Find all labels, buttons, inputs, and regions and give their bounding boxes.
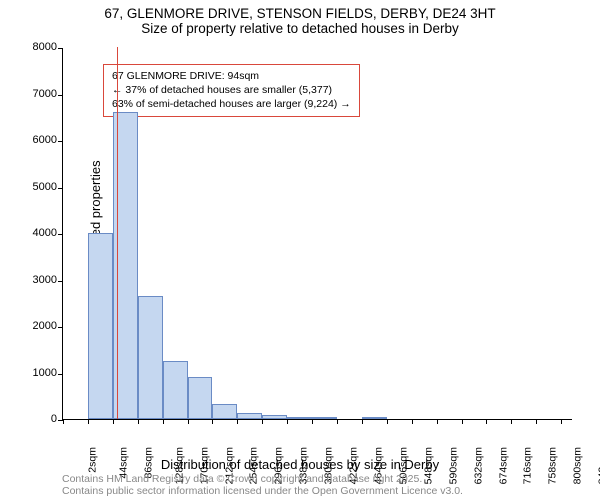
y-tick-mark [58,281,63,282]
y-tick-mark [58,48,63,49]
y-tick-mark [58,95,63,96]
y-tick-mark [58,141,63,142]
chart-title-line1: 67, GLENMORE DRIVE, STENSON FIELDS, DERB… [0,6,600,21]
x-tick-mark [312,419,313,424]
plot-area: 67 GLENMORE DRIVE: 94sqm ← 37% of detach… [62,48,572,420]
histogram-bar [362,417,387,419]
annotation-larger: 63% of semi-detached houses are larger (… [112,97,351,111]
y-tick-mark [58,234,63,235]
x-tick-mark [462,419,463,424]
x-tick-mark [536,419,537,424]
x-tick-mark [88,419,89,424]
x-tick-mark [188,419,189,424]
y-tick-mark [58,327,63,328]
histogram-bar [287,417,312,419]
y-tick-mark [58,188,63,189]
y-tick-label: 8000 [19,41,57,53]
annotation-title: 67 GLENMORE DRIVE: 94sqm [112,69,351,83]
y-tick-mark [58,374,63,375]
histogram-bar [312,417,337,419]
y-tick-label: 0 [19,413,57,425]
y-tick-label: 3000 [19,274,57,286]
histogram-bar [163,361,188,419]
annotation-box: 67 GLENMORE DRIVE: 94sqm ← 37% of detach… [103,64,360,117]
x-tick-mark [138,419,139,424]
footer-attribution: Contains HM Land Registry data © Crown c… [62,473,463,498]
y-tick-label: 1000 [19,367,57,379]
annotation-smaller: ← 37% of detached houses are smaller (5,… [112,83,351,97]
y-tick-label: 6000 [19,134,57,146]
histogram-bar [262,415,287,419]
x-tick-mark [212,419,213,424]
histogram-bar [212,404,237,419]
x-tick-mark [63,419,64,424]
histogram-bar [138,296,163,419]
y-tick-label: 4000 [19,227,57,239]
x-tick-mark [561,419,562,424]
x-tick-mark [486,419,487,424]
x-axis-label: Distribution of detached houses by size … [0,457,600,472]
x-tick-mark [412,419,413,424]
x-tick-mark [337,419,338,424]
histogram-bar [237,413,262,419]
x-tick-mark [287,419,288,424]
y-tick-label: 5000 [19,181,57,193]
x-tick-mark [511,419,512,424]
y-tick-label: 2000 [19,320,57,332]
x-tick-mark [387,419,388,424]
histogram-bar [188,377,213,419]
footer-line2: Contains public sector information licen… [62,485,463,498]
x-tick-mark [163,419,164,424]
title-block: 67, GLENMORE DRIVE, STENSON FIELDS, DERB… [0,0,600,36]
x-tick-mark [437,419,438,424]
y-tick-label: 7000 [19,88,57,100]
histogram-bar [88,233,113,419]
x-tick-mark [113,419,114,424]
property-marker-line [117,47,119,419]
chart-container: 67, GLENMORE DRIVE, STENSON FIELDS, DERB… [0,0,600,500]
x-tick-mark [237,419,238,424]
x-tick-mark [262,419,263,424]
x-tick-mark [362,419,363,424]
footer-line1: Contains HM Land Registry data © Crown c… [62,473,463,486]
chart-title-line2: Size of property relative to detached ho… [0,21,600,36]
